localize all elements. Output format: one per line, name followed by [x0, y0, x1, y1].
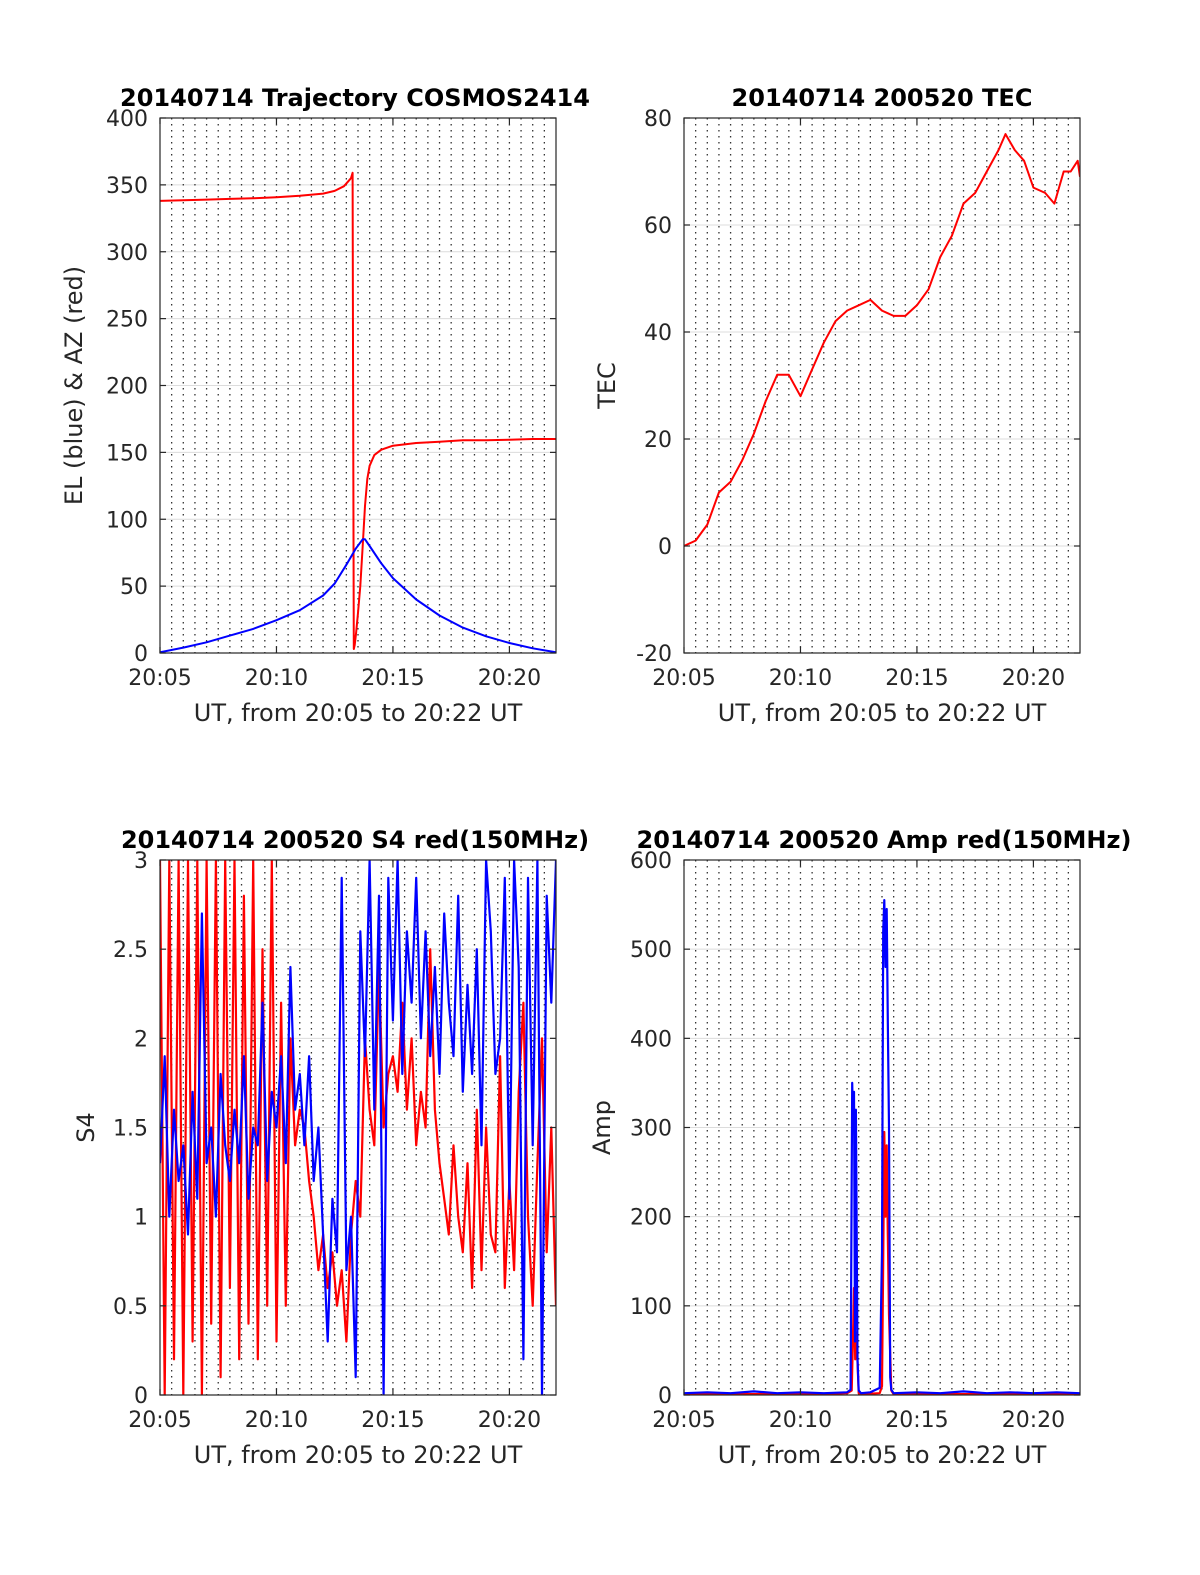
x-tick-label: 20:15	[885, 1408, 948, 1433]
y-tick-label: 40	[644, 321, 672, 346]
y-tick-label: 600	[630, 849, 672, 874]
x-tick-label: 20:20	[1002, 1408, 1065, 1433]
y-tick-label: 0	[134, 642, 148, 667]
y-tick-label: 0	[658, 535, 672, 560]
y-axis-label: EL (blue) & AZ (red)	[60, 266, 88, 505]
x-tick-label: 20:15	[885, 666, 948, 691]
x-tick-label: 20:10	[769, 1408, 832, 1433]
y-tick-label: 150	[106, 441, 148, 466]
chart-title: 20140714 200520 S4 red(150MHz)	[121, 826, 589, 854]
y-axis-label: TEC	[593, 362, 621, 410]
y-tick-label: 0	[134, 1384, 148, 1409]
x-axis-label: UT, from 20:05 to 20:22 UT	[718, 699, 1047, 727]
y-tick-label: 200	[106, 375, 148, 400]
series-line-az	[160, 171, 556, 650]
x-tick-label: 20:05	[652, 666, 715, 691]
chart-amp: 20:05 20:10 20:15 20:200100200300400500600 …	[588, 826, 1131, 1469]
y-axis-label: Amp	[588, 1100, 616, 1155]
y-tick-label: 60	[644, 214, 672, 239]
y-tick-label: 3	[134, 849, 148, 874]
y-tick-label: 100	[630, 1295, 672, 1320]
chart-tec: 20:05 20:10 20:15 20:20 -20 0 20 40 60 80 2014071…	[593, 84, 1081, 727]
y-tick-label: 250	[106, 308, 148, 333]
chart-title: 20140714 200520 Amp red(150MHz)	[637, 826, 1132, 854]
y-tick-label: 400	[630, 1027, 672, 1052]
y-tick-label: 500	[630, 938, 672, 963]
x-tick-label: 20:10	[245, 1408, 308, 1433]
chart-title: 20140714 Trajectory COSMOS2414	[120, 84, 590, 112]
x-tick-label: 20:20	[1002, 666, 1065, 691]
x-axis-label: UT, from 20:05 to 20:22 UT	[194, 699, 523, 727]
y-tick-label: -20	[636, 642, 672, 667]
y-tick-label: 300	[106, 241, 148, 266]
y-tick-label: 400	[106, 107, 148, 132]
x-tick-label: 20:05	[128, 1408, 191, 1433]
chart-trajectory: 20:05 20:10 20:15 20:20 0 50 100 150 200 250 300 35…	[60, 84, 590, 727]
x-tick-label: 20:10	[245, 666, 308, 691]
x-axis-label: UT, from 20:05 to 20:22 UT	[194, 1441, 523, 1469]
y-tick-label: 20	[644, 428, 672, 453]
axes-box	[683, 117, 1081, 654]
x-tick-label: 20:10	[769, 666, 832, 691]
y-tick-label: 80	[644, 107, 672, 132]
x-tick-label: 20:15	[361, 1408, 424, 1433]
x-tick-label: 20:20	[478, 1408, 541, 1433]
y-tick-label: 0	[658, 1384, 672, 1409]
y-tick-label: 1	[134, 1206, 148, 1231]
x-tick-label: 20:05	[128, 666, 191, 691]
y-tick-label: 200	[630, 1206, 672, 1231]
y-tick-label: 300	[630, 1117, 672, 1142]
series-line-el	[160, 538, 556, 653]
y-tick-label: 2	[134, 1027, 148, 1052]
y-axis-label: S4	[72, 1112, 100, 1143]
x-tick-label: 20:20	[478, 666, 541, 691]
y-tick-label: 100	[106, 508, 148, 533]
y-tick-label: 2.5	[113, 938, 148, 963]
x-axis-label: UT, from 20:05 to 20:22 UT	[718, 1441, 1047, 1469]
x-tick-label: 20:15	[361, 666, 424, 691]
y-tick-label: 0.5	[113, 1295, 148, 1320]
chart-title: 20140714 200520 TEC	[732, 84, 1033, 112]
series-line-tec	[684, 133, 1080, 547]
x-tick-label: 20:05	[652, 1408, 715, 1433]
series-line-blue	[160, 860, 556, 1395]
chart-s4: 20:05 20:10 20:15 20:20 0 0.5 1 1.5 2 2.5 3 201407…	[72, 826, 589, 1469]
y-tick-label: 50	[120, 575, 148, 600]
y-tick-label: 1.5	[113, 1117, 148, 1142]
y-tick-label: 350	[106, 174, 148, 199]
series-line-blue	[684, 898, 1080, 1395]
